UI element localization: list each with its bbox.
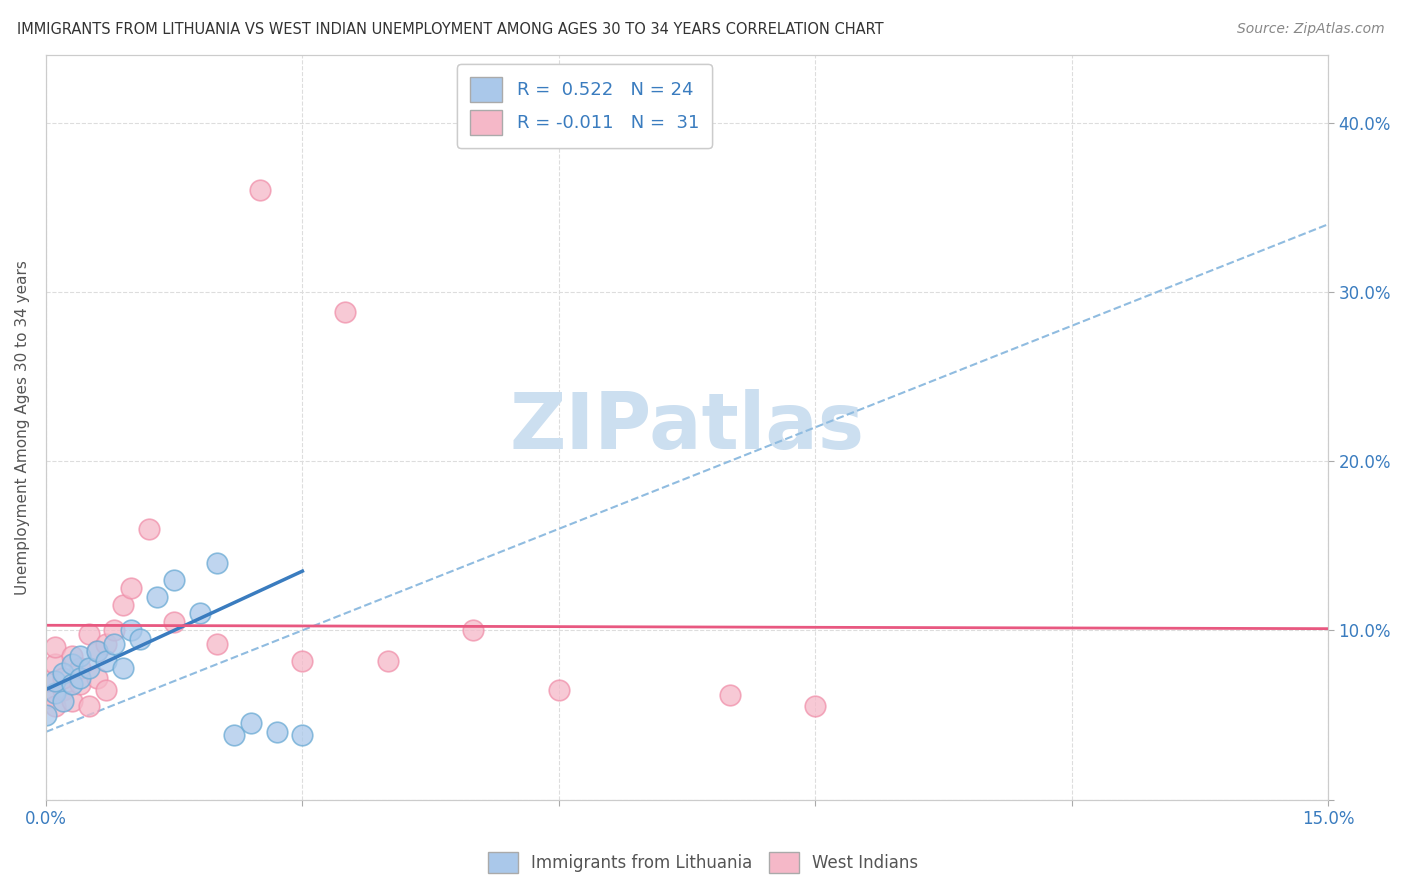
Point	[69, 677, 91, 691]
Point	[35, 691, 58, 706]
Point	[463, 624, 485, 638]
Point	[44, 674, 66, 689]
Point	[205, 637, 228, 651]
Point	[163, 573, 186, 587]
Point	[35, 674, 58, 689]
Point	[103, 637, 125, 651]
Point	[60, 648, 83, 663]
Point	[333, 305, 356, 319]
Point	[69, 671, 91, 685]
Legend: R =  0.522   N = 24, R = -0.011   N =  31: R = 0.522 N = 24, R = -0.011 N = 31	[457, 64, 711, 148]
Point	[94, 654, 117, 668]
Point	[69, 648, 91, 663]
Point	[103, 624, 125, 638]
Point	[249, 184, 271, 198]
Point	[44, 686, 66, 700]
Point	[291, 728, 314, 742]
Y-axis label: Unemployment Among Ages 30 to 34 years: Unemployment Among Ages 30 to 34 years	[15, 260, 30, 595]
Point	[44, 699, 66, 714]
Point	[86, 643, 108, 657]
Point	[266, 724, 288, 739]
Point	[52, 671, 75, 685]
Point	[111, 598, 134, 612]
Point	[44, 640, 66, 655]
Point	[86, 671, 108, 685]
Point	[240, 716, 263, 731]
Point	[222, 728, 245, 742]
Point	[377, 654, 399, 668]
Point	[291, 654, 314, 668]
Point	[111, 660, 134, 674]
Point	[77, 660, 100, 674]
Point	[60, 694, 83, 708]
Legend: Immigrants from Lithuania, West Indians: Immigrants from Lithuania, West Indians	[481, 846, 925, 880]
Text: IMMIGRANTS FROM LITHUANIA VS WEST INDIAN UNEMPLOYMENT AMONG AGES 30 TO 34 YEARS : IMMIGRANTS FROM LITHUANIA VS WEST INDIAN…	[17, 22, 883, 37]
Point	[146, 590, 169, 604]
Point	[547, 682, 569, 697]
Point	[77, 699, 100, 714]
Point	[205, 556, 228, 570]
Point	[86, 643, 108, 657]
Text: Source: ZipAtlas.com: Source: ZipAtlas.com	[1237, 22, 1385, 37]
Point	[94, 637, 117, 651]
Point	[804, 699, 827, 714]
Point	[138, 522, 160, 536]
Point	[129, 632, 152, 646]
Point	[120, 581, 142, 595]
Point	[69, 660, 91, 674]
Point	[52, 682, 75, 697]
Point	[52, 665, 75, 680]
Text: ZIPatlas: ZIPatlas	[509, 389, 865, 466]
Point	[718, 688, 741, 702]
Point	[44, 657, 66, 672]
Point	[188, 607, 211, 621]
Point	[163, 615, 186, 629]
Point	[77, 626, 100, 640]
Point	[60, 657, 83, 672]
Point	[120, 624, 142, 638]
Point	[52, 694, 75, 708]
Point	[94, 682, 117, 697]
Point	[60, 677, 83, 691]
Point	[35, 707, 58, 722]
